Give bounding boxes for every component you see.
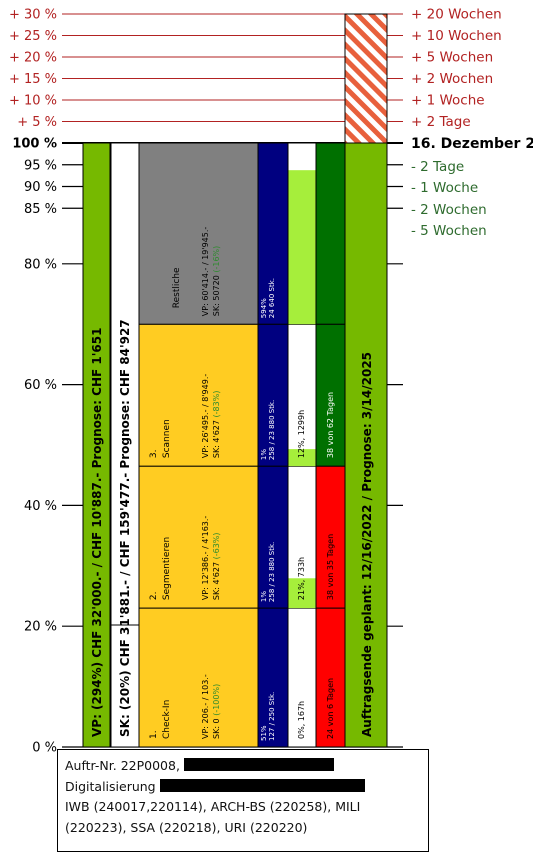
phase-sk-change: (-16%)	[212, 246, 221, 273]
over-tick-label: + 10 %	[9, 94, 57, 109]
over-tick-label-right: + 10 Wochen	[411, 28, 502, 44]
phase-block	[138, 142, 259, 325]
phase-sk: SK: 4'627 (-63%)	[212, 532, 221, 600]
phase-block	[138, 607, 259, 748]
hours-label: 21%, 733h	[297, 557, 306, 600]
hours-fill	[288, 449, 316, 467]
hours-fill	[288, 578, 316, 609]
over-tick-label: + 5 %	[17, 115, 57, 130]
phase-vp: VP: 12'386.- / 4'163.-	[201, 516, 210, 600]
phase-name: Check-In	[162, 700, 172, 739]
vp-column-label: VP: (294%) CHF 32'000.- / CHF 10'887.- P…	[90, 328, 104, 737]
phase-number: 3.	[149, 450, 159, 459]
units-count: 258 / 23 880 Stk.	[268, 400, 276, 460]
under-tick-label: - 2 Wochen	[411, 202, 487, 218]
phase-sk-change: (-63%)	[212, 532, 221, 559]
schedule-column-label: Auftragsende geplant: 12/16/2022 / Progn…	[360, 352, 374, 737]
over-tick-label: + 25 %	[9, 29, 57, 44]
sk-column-label: SK: (20%) CHF 31'881.- / CHF 159'477.- P…	[118, 319, 132, 737]
days-label: 38 von 62 Tagen	[326, 392, 335, 458]
hours-label: 12%, 1299h	[297, 410, 306, 458]
redacted-project	[159, 778, 365, 792]
units-percent: 1%	[260, 449, 268, 460]
percent-tick-label: 90 %	[24, 180, 57, 195]
phase-name: Scannen	[162, 419, 172, 458]
clients-line-1: IWB (240017,220114), ARCH-BS (220258), M…	[65, 799, 361, 814]
clients-line-2: (220223), SSA (220218), URI (220220)	[65, 819, 308, 835]
redacted-name	[183, 758, 334, 771]
over-tick-label-right: + 1 Woche	[411, 93, 485, 109]
phase-sk: SK: 4'627 (-83%)	[212, 391, 221, 459]
phase-vp: VP: 26'495.- / 8'949.-	[201, 374, 210, 458]
hours-block	[287, 607, 317, 748]
days-block	[315, 142, 346, 325]
plan-date-label: 16. Dezember 22	[411, 136, 533, 152]
phase-number: 2.	[149, 591, 159, 600]
project-line: Digitalisierung	[65, 777, 421, 798]
percent-tick-label: 100 %	[12, 137, 57, 152]
over-tick-label-right: + 20 Wochen	[411, 7, 502, 23]
hours-block	[287, 323, 317, 467]
under-tick-label: - 2 Tage	[411, 159, 464, 175]
under-tick-label: - 1 Woche	[411, 180, 478, 196]
percent-tick-label: 95 %	[24, 158, 57, 173]
order-info-box: Auftr-Nr. 22P0008, Digitalisierung IWB (…	[57, 749, 429, 852]
phase-name: Segmentieren	[162, 537, 172, 600]
project-title: Digitalisierung	[65, 778, 160, 794]
over-tick-label: + 30 %	[9, 8, 57, 23]
days-block	[315, 323, 346, 467]
order-number: Auftr-Nr. 22P0008,	[65, 758, 184, 773]
phase-sk-change: (-100%)	[212, 684, 221, 716]
days-label: 38 von 35 Tagen	[326, 534, 335, 600]
percent-tick-label: 40 %	[24, 499, 57, 514]
units-count: 258 / 23 880 Stk.	[268, 542, 276, 602]
units-percent: 51%	[260, 725, 268, 741]
phase-sk: SK: 0 (-100%)	[212, 684, 221, 739]
schedule-overrun	[344, 13, 388, 144]
percent-tick-label: 20 %	[24, 620, 57, 635]
vp-column	[82, 142, 111, 748]
order-line: Auftr-Nr. 22P0008,	[65, 756, 421, 777]
units-block	[257, 323, 289, 467]
units-percent: 1%	[260, 591, 268, 602]
under-tick-label: - 5 Wochen	[411, 223, 487, 239]
units-percent: 594%	[260, 298, 268, 318]
phase-sk: SK: 50720 (-16%)	[212, 246, 221, 316]
schedule-column	[344, 142, 388, 748]
phase-sk-change: (-83%)	[212, 391, 221, 418]
units-count: 127 / 250 Stk.	[268, 692, 276, 741]
phase-number: 1.	[149, 730, 159, 739]
phase-name: Restliche	[172, 267, 182, 308]
phase-block	[138, 323, 259, 467]
over-tick-label-right: + 2 Tage	[411, 114, 471, 130]
hours-fill	[288, 170, 316, 325]
hours-label: 0%, 167h	[297, 701, 306, 739]
percent-tick-label: 85 %	[24, 202, 57, 217]
units-count: 24 640 Stk.	[268, 278, 276, 318]
over-tick-label: + 20 %	[9, 51, 57, 66]
percent-tick-label: 60 %	[24, 378, 57, 393]
days-block	[315, 607, 346, 748]
over-tick-label-right: + 5 Wochen	[411, 50, 493, 66]
phase-block	[138, 465, 259, 609]
phase-vp: VP: 60'414.- / 19'945.-	[201, 227, 210, 317]
units-block	[257, 142, 289, 325]
over-tick-label-right: + 2 Wochen	[411, 71, 493, 87]
percent-tick-label: 80 %	[24, 257, 57, 272]
days-label: 24 von 6 Tagen	[326, 678, 335, 739]
phase-vp: VP: 206.- / 103.-	[201, 674, 210, 739]
over-tick-label: + 15 %	[9, 72, 57, 87]
percent-tick-label: 0 %	[32, 741, 57, 756]
